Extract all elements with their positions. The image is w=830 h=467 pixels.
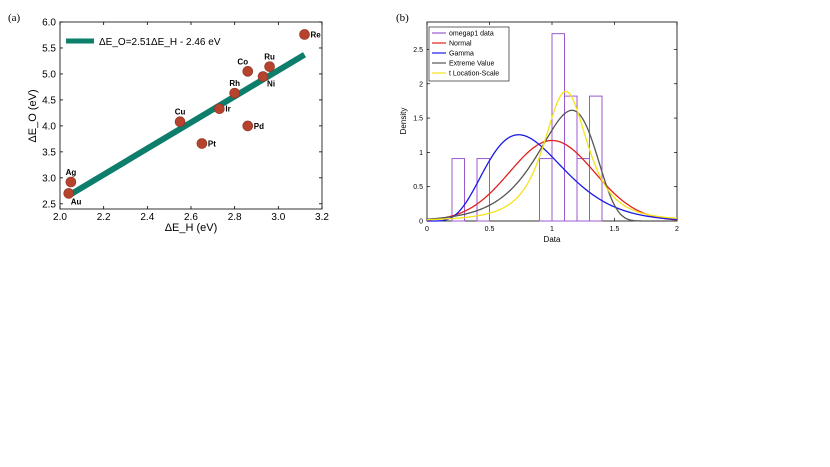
x-tick-label-a: 2.4 <box>140 212 154 223</box>
legend-label: Gamma <box>449 51 474 58</box>
chart-b: 0 0.5 1 1.5 2 0 0.5 1 1.5 2 2.5 omegap1 data Normal… <box>399 21 679 244</box>
x-tick-label-a: 2.8 <box>228 212 242 223</box>
data-point-ni <box>257 71 269 82</box>
y-tick-label-a: 2.5 <box>42 199 56 210</box>
point-label-ni: Ni <box>267 80 275 89</box>
plot-area-a <box>59 21 323 210</box>
y-tick-label-a: 5.5 <box>42 43 56 54</box>
legend-fit-label: ΔE_O=2.51ΔE_H - 2.46 eV <box>99 37 221 48</box>
data-point-cu <box>174 116 186 128</box>
y-tick-label-b: 0.5 <box>413 184 423 191</box>
point-label-co: Co <box>237 57 248 66</box>
y-axis-label-b: Density <box>399 108 408 135</box>
x-axis-label-a: ΔE_H (eV) <box>165 222 218 234</box>
curve-extreme-value <box>426 109 677 222</box>
curve-t-location-scale <box>426 90 678 221</box>
data-point-co <box>242 66 254 77</box>
y-tick-label-b: 1.5 <box>413 116 423 123</box>
legend-label: t Location-Scale <box>449 71 499 78</box>
histogram-bar <box>451 158 465 222</box>
legend-a: ΔE_O=2.51ΔE_H - 2.46 eV <box>66 37 221 48</box>
legend-label: omegap1 data <box>449 31 494 38</box>
y-tick-label-a: 4.0 <box>42 121 56 132</box>
point-label-cu: Cu <box>175 108 186 117</box>
curve-gamma <box>427 134 678 222</box>
y-tick-label-a: 5.0 <box>42 69 56 80</box>
point-label-ag: Ag <box>66 168 77 177</box>
x-tick-label-a: 3.2 <box>315 212 329 223</box>
x-tick-label-a: 2.2 <box>97 212 111 223</box>
panel-label-b: (b) <box>396 12 409 24</box>
data-point-pt <box>196 138 208 149</box>
legend-b: omegap1 data Normal Gamma Extreme Value t Lo… <box>428 26 510 82</box>
y-tick-label-a: 6.0 <box>42 18 56 29</box>
point-label-ru: Ru <box>264 53 275 62</box>
data-point-ag <box>65 176 77 188</box>
histogram-bar <box>476 158 490 222</box>
y-axis-label-a: ΔE_O (eV) <box>27 89 39 142</box>
data-point-re <box>299 29 310 40</box>
y-tick-label-b: 0 <box>419 219 423 226</box>
data-point-ru <box>264 61 275 72</box>
data-point-rh <box>229 87 240 99</box>
histogram-bar <box>589 95 603 222</box>
x-tick-label-b: 1 <box>550 226 554 233</box>
x-tick-label-b: 2 <box>675 226 679 233</box>
data-point-au <box>63 188 75 199</box>
y-tick-label-a: 3.0 <box>42 173 56 184</box>
data-point-ir <box>214 103 225 115</box>
y-tick-label-a: 4.5 <box>42 95 56 106</box>
legend-b-box <box>428 26 510 82</box>
x-axis-label-b: Data <box>544 235 561 244</box>
x-tick-label-b: 1.5 <box>610 226 620 233</box>
x-tick-label-a: 3.0 <box>271 212 285 223</box>
y-tick-label-b: 2.5 <box>413 47 423 54</box>
point-label-ir: Ir <box>225 105 230 114</box>
point-label-pd: Pd <box>254 122 264 131</box>
x-tick-label-b: 0 <box>425 226 429 233</box>
point-label-pt: Pt <box>208 140 216 149</box>
legend-label: Normal <box>449 41 472 48</box>
y-tick-label-a: 3.5 <box>42 147 56 158</box>
y-tick-label-b: 1 <box>419 150 423 157</box>
y-tick-label-b: 2 <box>419 81 423 88</box>
x-tick-label-a: 2.0 <box>53 212 67 223</box>
legend-label: Extreme Value <box>449 61 494 68</box>
data-point-pd <box>242 120 254 132</box>
point-label-re: Re <box>311 30 322 39</box>
point-label-au: Au <box>71 197 82 206</box>
x-tick-label-b: 0.5 <box>485 226 495 233</box>
x-tick-label-a: 2.6 <box>184 212 198 223</box>
curve-normal <box>426 139 678 221</box>
chart-a: 2.0 2.2 2.4 2.6 2.8 3.0 3.2 2.5 3.0 3.5 4.0 4.5 5.0 5… <box>27 18 329 235</box>
point-label-rh: Rh <box>229 79 240 88</box>
panel-label-a: (a) <box>8 12 21 24</box>
